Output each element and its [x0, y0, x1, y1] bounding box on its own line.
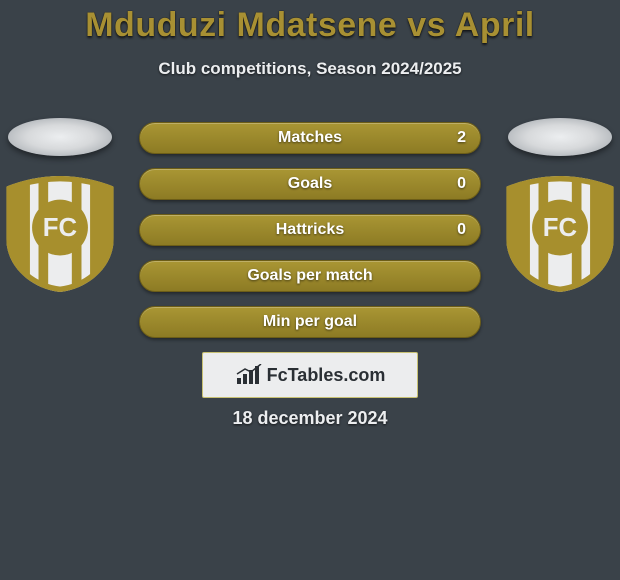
stat-value: 0 [457, 175, 466, 193]
stats-list: Matches 2 Goals 0 Hattricks 0 Goals per … [139, 122, 481, 338]
stat-label: Min per goal [263, 313, 357, 331]
stat-label: Matches [278, 129, 342, 147]
source-logo: FcTables.com [202, 352, 418, 398]
stat-row: Matches 2 [139, 122, 481, 154]
svg-text:FC: FC [543, 214, 577, 242]
source-logo-text: FcTables.com [267, 365, 386, 386]
club-badge-right: FC [506, 176, 614, 292]
player-left-column: FC [0, 118, 120, 292]
bar-chart-icon [235, 364, 263, 386]
player-halo-left [8, 118, 112, 156]
stat-row: Goals per match [139, 260, 481, 292]
stat-row: Hattricks 0 [139, 214, 481, 246]
shield-icon: FC [506, 176, 614, 292]
player-right-column: FC [500, 118, 620, 292]
stat-value: 0 [457, 221, 466, 239]
shield-icon: FC [6, 176, 114, 292]
stat-label: Hattricks [276, 221, 344, 239]
player-halo-right [508, 118, 612, 156]
stat-label: Goals [288, 175, 332, 193]
stat-label: Goals per match [247, 267, 372, 285]
date-label: 18 december 2024 [0, 408, 620, 429]
stat-row: Goals 0 [139, 168, 481, 200]
svg-text:FC: FC [43, 214, 77, 242]
comparison-card: Mduduzi Mdatsene vs April Club competiti… [0, 0, 620, 580]
stat-value: 2 [457, 129, 466, 147]
club-badge-left: FC [6, 176, 114, 292]
stat-row: Min per goal [139, 306, 481, 338]
page-title: Mduduzi Mdatsene vs April [0, 0, 620, 45]
page-subtitle: Club competitions, Season 2024/2025 [0, 59, 620, 79]
